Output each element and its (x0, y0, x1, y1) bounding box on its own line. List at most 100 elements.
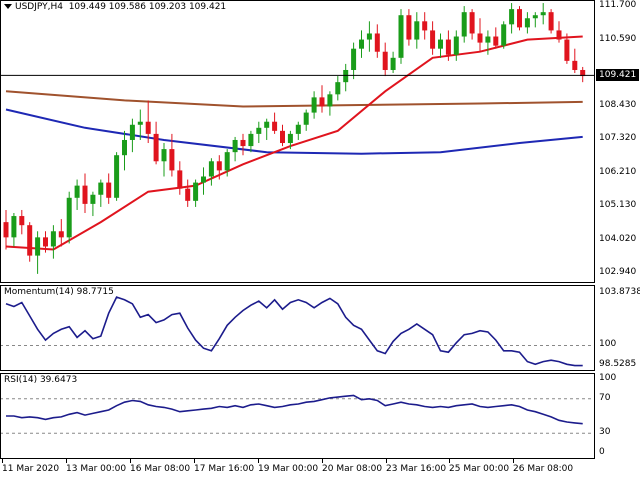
candle-body (524, 18, 530, 28)
candle-body (208, 161, 214, 177)
price-chart-svg (0, 3, 595, 274)
time-axis-tick (2, 459, 3, 463)
time-axis-tick (194, 459, 195, 463)
momentum-svg (0, 296, 595, 367)
candle-body (98, 182, 104, 195)
candle (501, 21, 507, 49)
candle (406, 9, 412, 46)
dropdown-caret-icon[interactable] (4, 4, 12, 9)
rsi-axis-label: 0 (599, 447, 605, 457)
current-price-tag: 109.421 (596, 69, 640, 82)
candle (374, 24, 380, 58)
indicator-line (6, 394, 583, 425)
candle-body (248, 133, 254, 147)
price-axis-label: 108.430 (599, 99, 637, 110)
candle-body (232, 139, 238, 153)
candle (256, 121, 262, 144)
price-chart-pane[interactable]: USDJPY,H4 109.449 109.586 109.203 109.42… (0, 0, 640, 283)
candle (295, 121, 301, 140)
candle-body (169, 149, 175, 171)
price-axis-label: 107.320 (599, 133, 637, 144)
candle (193, 179, 199, 207)
candle-body (82, 185, 88, 204)
candle (201, 167, 206, 195)
candle-body (398, 15, 404, 58)
candle (335, 76, 341, 101)
candle-body (43, 237, 48, 247)
candle-body (485, 36, 491, 43)
candle-body (564, 39, 570, 61)
candle (208, 158, 214, 186)
candle (485, 30, 491, 55)
candle (272, 112, 278, 134)
candle (311, 91, 317, 119)
time-axis-tick (513, 459, 514, 463)
candle (153, 121, 159, 165)
candle-body (311, 97, 317, 113)
candle-body (319, 97, 325, 107)
candle (469, 9, 475, 40)
candle-body (58, 231, 64, 238)
candle (445, 30, 451, 61)
candle (11, 213, 17, 247)
candle-body (3, 222, 9, 238)
candle (169, 133, 175, 177)
candle (580, 66, 586, 83)
candle (414, 12, 420, 49)
candle (98, 179, 104, 207)
sma-mid-line (5, 90, 583, 108)
time-axis-tick (130, 459, 131, 463)
candle (540, 3, 546, 25)
rsi-pane[interactable]: RSI(14) 39.6473 100 70 30 0 (0, 373, 640, 459)
candle-body (382, 51, 388, 70)
candle-body (303, 112, 309, 125)
rsi-axis: 100 70 30 0 (596, 373, 640, 459)
momentum-axis-label: 98.5285 (599, 359, 637, 369)
candle (161, 143, 167, 177)
candle-body (540, 12, 546, 16)
time-axis-label: 23 Mar 16:00 (386, 464, 447, 474)
candle-body (493, 36, 499, 46)
time-axis-label: 20 Mar 08:00 (322, 464, 383, 474)
candle-body (35, 237, 41, 256)
rsi-axis-label: 30 (599, 427, 611, 438)
time-axis-label: 16 Mar 08:00 (130, 464, 191, 474)
momentum-axis-label: 100 (599, 339, 617, 350)
symbol-label: USDJPY,H4 (15, 2, 63, 12)
candle (82, 173, 88, 214)
momentum-title: Momentum(14) 98.7715 (4, 287, 114, 297)
candle (461, 6, 467, 43)
candle-body (580, 69, 586, 77)
momentum-pane[interactable]: Momentum(14) 98.7715 103.8738 100 98.5285 (0, 285, 640, 371)
time-axis-tick (258, 459, 259, 463)
candle-body (66, 197, 72, 238)
candle-body (264, 121, 270, 128)
candle (493, 27, 499, 49)
candle (548, 9, 554, 34)
candle-body (453, 36, 459, 55)
candle (240, 133, 246, 156)
price-axis-label: 102.940 (599, 266, 637, 277)
candle-body (177, 170, 183, 189)
candle-body (280, 130, 285, 144)
candle-body (548, 12, 554, 31)
candle-body (414, 21, 420, 40)
candle (572, 48, 578, 74)
candle-body (74, 185, 80, 198)
momentum-axis: 103.8738 100 98.5285 (596, 285, 640, 371)
candle-body (256, 127, 262, 134)
candle-body (106, 182, 112, 198)
candle (35, 231, 41, 274)
candle-body (161, 149, 167, 162)
candle (264, 118, 270, 140)
candle (556, 21, 562, 43)
time-axis-label: 13 Mar 00:00 (66, 464, 127, 474)
candle-body (532, 15, 538, 19)
candle-body (501, 24, 507, 46)
time-axis-label: 26 Mar 08:00 (513, 464, 574, 474)
sma-slow-line (5, 108, 583, 155)
candle-body (335, 82, 341, 95)
rsi-axis-label: 70 (599, 392, 611, 403)
candle (185, 179, 191, 207)
time-axis-tick (322, 459, 323, 463)
